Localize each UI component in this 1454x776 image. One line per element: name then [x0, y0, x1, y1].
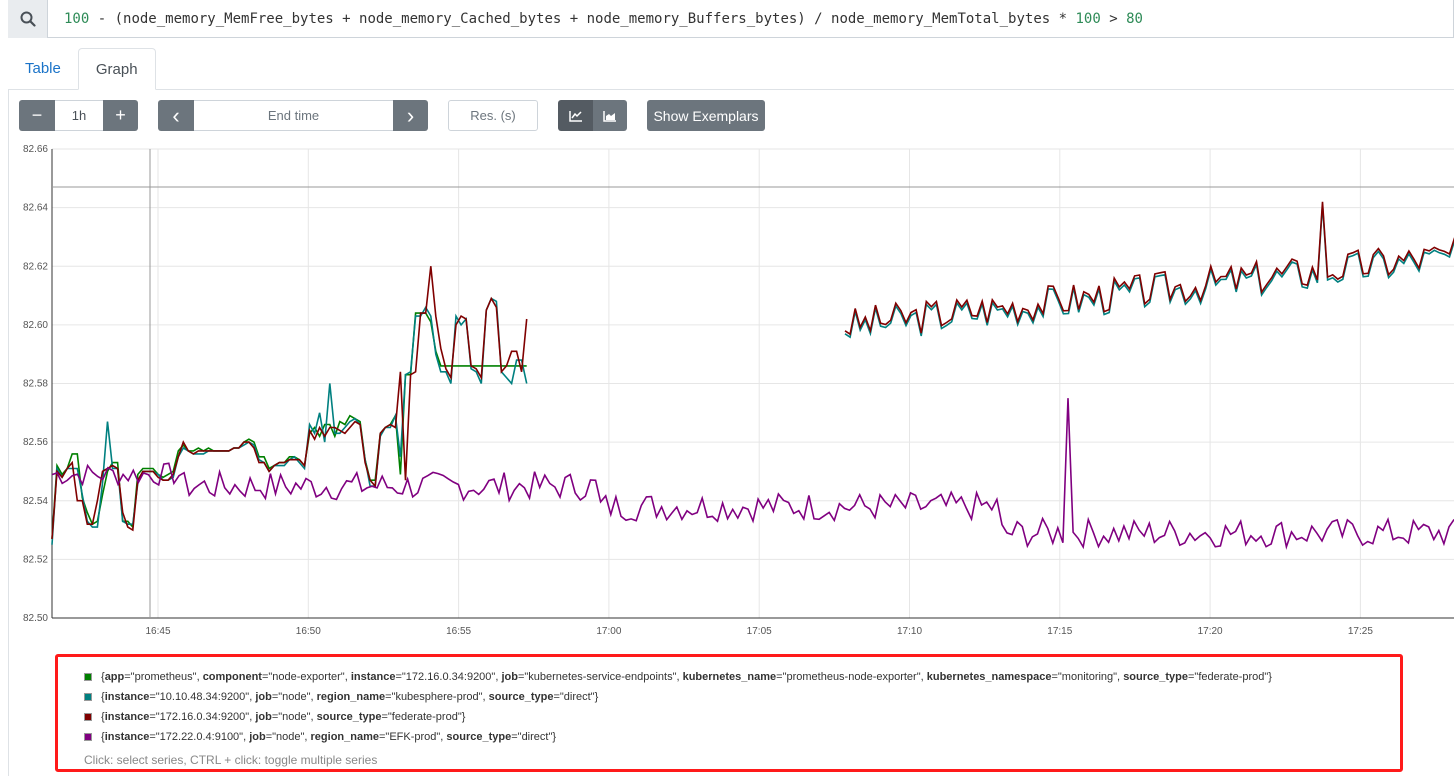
x-tick-label: 17:15 [1047, 626, 1072, 637]
stacked-chart-toggle[interactable] [593, 100, 627, 131]
line-chart-toggle[interactable] [558, 100, 593, 131]
tab-table[interactable]: Table [25, 60, 61, 77]
graph-panel [8, 90, 1454, 776]
line-chart[interactable]: 82.50 82.52 82.54 82.56 82.58 82.60 82.62 82.64… [0, 140, 1454, 645]
legend-swatch [84, 673, 92, 681]
y-tick-label: 82.50 [23, 613, 48, 624]
graph-chart[interactable]: 82.50 82.52 82.54 82.56 82.58 82.60 82.62 82.64… [0, 140, 1454, 645]
legend-item[interactable]: {instance="172.16.0.34:9200", job="node"… [84, 707, 1400, 727]
search-button[interactable] [8, 0, 48, 38]
expression-token: - (node_memory_MemFree_bytes + node_memo… [89, 10, 1059, 27]
search-icon [20, 11, 36, 27]
y-tick-label: 82.54 [23, 496, 48, 507]
x-tick-label: 16:50 [296, 626, 321, 637]
y-tick-label: 82.66 [23, 144, 48, 155]
y-tick-label: 82.58 [23, 379, 48, 390]
increase-range-button[interactable]: + [103, 100, 138, 131]
x-tick-label: 17:25 [1348, 626, 1373, 637]
series-legend: {app="prometheus", component="node-expor… [55, 654, 1403, 772]
x-tick-label: 17:00 [596, 626, 621, 637]
legend-label: {app="prometheus", component="node-expor… [101, 671, 1272, 683]
series-line [51, 312, 527, 539]
range-input[interactable]: 1h [55, 100, 103, 131]
series-line [51, 266, 528, 539]
y-tick-label: 82.62 [23, 261, 48, 272]
x-tick-label: 17:10 [897, 626, 922, 637]
tab-graph[interactable]: Graph [77, 48, 156, 90]
expression-token: 100 [64, 10, 90, 27]
tab-divider [8, 89, 1454, 90]
line-chart-icon [568, 110, 582, 122]
legend-swatch [84, 713, 92, 721]
legend-label: {instance="10.10.48.34:9200", job="node"… [101, 691, 599, 703]
legend-label: {instance="172.22.0.4:9100", job="node",… [101, 731, 557, 743]
x-tick-label: 17:20 [1198, 626, 1223, 637]
y-tick-label: 82.52 [23, 554, 48, 565]
expression-token: 100 [1075, 10, 1101, 27]
legend-item[interactable]: {instance="172.22.0.4:9100", job="node",… [84, 727, 1400, 747]
decrease-range-button[interactable]: − [19, 100, 55, 131]
x-tick-label: 17:05 [747, 626, 772, 637]
y-tick-label: 82.60 [23, 320, 48, 331]
tab-bar: Table Graph [8, 48, 156, 90]
legend-swatch [84, 733, 92, 741]
series-line-red-right [844, 201, 1454, 336]
legend-hint: Click: select series, CTRL + click: togg… [84, 753, 378, 767]
prev-time-button[interactable]: ‹ [158, 100, 194, 131]
next-time-button[interactable]: › [393, 100, 428, 131]
expression-token: * [1058, 10, 1068, 27]
expression-text[interactable]: 100 - (node_memory_MemFree_bytes + node_… [48, 11, 1143, 27]
expression-token: 80 [1126, 10, 1143, 27]
area-chart-icon [603, 110, 616, 122]
expression-input-bar[interactable]: 100 - (node_memory_MemFree_bytes + node_… [8, 0, 1454, 38]
legend-swatch [84, 693, 92, 701]
series-line-teal-right [844, 204, 1454, 339]
legend-item[interactable]: {instance="10.10.48.34:9200", job="node"… [84, 687, 1400, 707]
series-line-purple [51, 398, 1454, 550]
graph-controls: − 1h + ‹ End time › Res. (s) Show Exempl… [19, 100, 765, 131]
x-tick-label: 16:45 [145, 626, 170, 637]
legend-list: {app="prometheus", component="node-expor… [84, 667, 1400, 747]
y-tick-label: 82.64 [23, 203, 48, 214]
legend-label: {instance="172.16.0.34:9200", job="node"… [101, 711, 466, 723]
end-time-input[interactable]: End time [194, 100, 393, 131]
resolution-input[interactable]: Res. (s) [448, 100, 538, 131]
y-tick-label: 82.56 [23, 437, 48, 448]
x-tick-label: 16:55 [446, 626, 471, 637]
show-exemplars-button[interactable]: Show Exemplars [647, 100, 765, 131]
legend-item[interactable]: {app="prometheus", component="node-expor… [84, 667, 1400, 687]
expression-token: > [1100, 10, 1127, 27]
